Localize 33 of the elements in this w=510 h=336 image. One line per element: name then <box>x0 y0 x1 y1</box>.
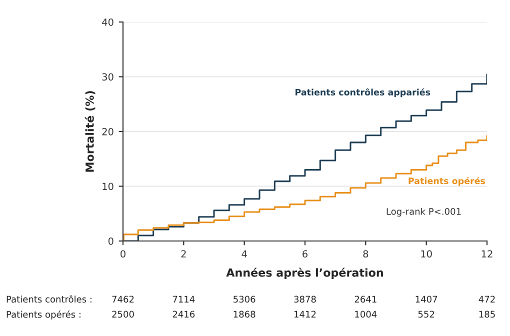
y-tick-label: 20 <box>102 128 114 136</box>
text: Patients opérés : <box>6 310 80 320</box>
y-tick-label: 30 <box>102 73 114 81</box>
text: 5306 <box>234 296 256 303</box>
text: 7462 <box>112 296 134 303</box>
annotation: Log-rank P<.001 <box>386 208 461 217</box>
text: 1004 <box>355 310 377 318</box>
x-tick-label: 8 <box>363 250 368 258</box>
text: 1412 <box>294 310 316 318</box>
text: 2416 <box>172 310 195 318</box>
x-tick-label: 0 <box>120 250 126 258</box>
text: 185 <box>479 310 495 318</box>
y-axis-title: Mortalité (%) <box>84 91 96 172</box>
y-tick-label: 10 <box>102 182 114 190</box>
text: 472 <box>478 296 495 302</box>
series-label: Patients contrôles appariés <box>296 88 430 98</box>
x-tick-label: 6 <box>302 250 308 258</box>
x-tick-label: 10 <box>421 250 432 258</box>
x-axis-title: Années après l’opération <box>226 268 383 279</box>
y-tick-label: 0 <box>108 237 114 245</box>
y-tick-label: 40 <box>102 18 114 26</box>
x-tick-label: 12 <box>482 250 492 258</box>
text: 3878 <box>294 296 316 303</box>
text: Patients contrôles : <box>6 295 92 303</box>
text: 2641 <box>354 296 376 303</box>
text: 1407 <box>416 296 438 303</box>
x-tick-label: 4 <box>242 250 247 258</box>
series-label: Patients opérés <box>408 177 486 186</box>
text: 552 <box>418 310 434 318</box>
x-tick-label: 2 <box>181 250 186 258</box>
text: 1868 <box>234 310 256 318</box>
text: 2500 <box>112 310 134 318</box>
text: 7114 <box>172 296 195 302</box>
